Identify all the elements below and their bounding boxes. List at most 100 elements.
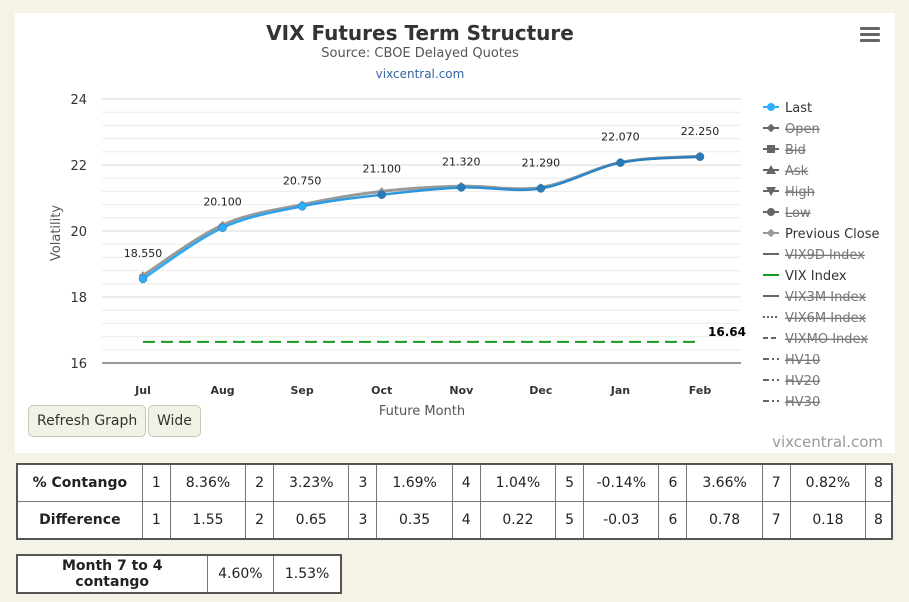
- month-contango-label: Month 7 to 4 contango: [16, 554, 208, 594]
- data-label: 20.750: [283, 174, 322, 187]
- month-index-cell: 1: [141, 463, 171, 502]
- data-label: 22.250: [681, 125, 720, 138]
- legend-symbol: [767, 145, 775, 153]
- last-marker: [695, 152, 705, 161]
- last-marker: [218, 223, 227, 232]
- last-marker: [457, 183, 466, 192]
- data-label: 21.320: [442, 155, 481, 168]
- last-marker: [536, 184, 546, 193]
- month-index-cell: 1: [141, 501, 171, 540]
- legend-item[interactable]: HV30: [785, 395, 820, 410]
- x-tick-label: Jul: [134, 384, 151, 397]
- legend-item[interactable]: Open: [785, 122, 820, 137]
- contango-row: % Contango 1 8.36% 2 3.23% 3 1.69% 4 1.04% 5 -0.14…: [16, 463, 893, 502]
- x-tick-label: Nov: [449, 384, 474, 397]
- month-contango-table: Month 7 to 4 contango 4.60% 1.53%: [16, 554, 342, 594]
- last-marker: [138, 274, 148, 284]
- y-tick-label: 18: [70, 291, 87, 306]
- month-index-cell: 6: [658, 463, 688, 502]
- month-index-cell: 5: [555, 501, 585, 540]
- hamburger-menu-icon[interactable]: [860, 25, 880, 45]
- value-cell: 0.35: [376, 501, 453, 540]
- value-cell: 3.23%: [273, 463, 350, 502]
- vix-index-label: 16.64: [708, 325, 746, 339]
- chart-panel: VIX Futures Term Structure Source: CBOE D…: [15, 13, 895, 453]
- month-index-cell: 3: [348, 463, 378, 502]
- legend-item[interactable]: Bid: [785, 143, 806, 158]
- legend-item[interactable]: Low: [785, 206, 811, 221]
- value-cell: 0.78: [686, 501, 763, 540]
- chart-title: VIX Futures Term Structure: [266, 21, 574, 45]
- data-label: 18.550: [124, 247, 163, 260]
- value-cell: 0.82%: [789, 463, 867, 502]
- month-index-cell: 8: [865, 501, 893, 540]
- y-tick-label: 22: [70, 159, 87, 174]
- value-cell: 1.55: [169, 501, 247, 540]
- value-cell: 1.69%: [376, 463, 453, 502]
- month-index-cell: 7: [761, 501, 791, 540]
- contango-table: % Contango 1 8.36% 2 3.23% 3 1.69% 4 1.04% 5 -0.14…: [16, 463, 893, 540]
- legend-item[interactable]: Last: [785, 101, 812, 116]
- legend-symbol: [766, 187, 776, 196]
- y-axis-title: Volatility: [49, 205, 64, 261]
- legend-item[interactable]: VIX Index: [785, 269, 847, 284]
- x-tick-label: Feb: [689, 384, 712, 397]
- month-index-cell: 3: [348, 501, 378, 540]
- legend-symbol: [766, 123, 776, 133]
- month-index-cell: 2: [245, 501, 275, 540]
- x-tick-label: Sep: [291, 384, 314, 397]
- x-axis-title: Future Month: [379, 404, 465, 419]
- value-cell: 0.18: [789, 501, 867, 540]
- x-tick-label: Jan: [610, 384, 630, 397]
- y-tick-label: 20: [70, 225, 87, 240]
- last-marker: [297, 202, 307, 211]
- credits-link: vixcentral.com: [772, 433, 883, 451]
- y-tick-label: 24: [70, 93, 87, 108]
- x-tick-label: Oct: [371, 384, 392, 397]
- value-cell: -0.14%: [583, 463, 660, 502]
- legend-symbol: [766, 228, 776, 238]
- x-tick-label: Aug: [210, 384, 234, 397]
- month-contango-value: 4.60%: [206, 554, 275, 594]
- month-index-cell: 7: [761, 463, 791, 502]
- month-index-cell: 6: [658, 501, 688, 540]
- legend-symbol: [767, 103, 775, 111]
- month-index-cell: 4: [451, 463, 481, 502]
- data-label: 20.100: [203, 196, 242, 209]
- legend-item[interactable]: HV20: [785, 374, 820, 389]
- month-index-cell: 5: [555, 463, 585, 502]
- last-marker: [616, 158, 625, 167]
- legend-item[interactable]: High: [785, 185, 815, 200]
- month-index-cell: 4: [451, 501, 481, 540]
- refresh-graph-button[interactable]: Refresh Graph: [28, 405, 147, 437]
- legend-item[interactable]: VIX6M Index: [785, 311, 866, 326]
- wide-button[interactable]: Wide: [148, 405, 201, 437]
- source-link: vixcentral.com: [376, 67, 465, 81]
- legend-item[interactable]: VIXMO Index: [785, 332, 868, 347]
- data-label: 21.290: [522, 156, 561, 169]
- legend-item[interactable]: VIX9D Index: [785, 248, 865, 263]
- value-cell: 0.65: [273, 501, 350, 540]
- legend-symbol: [766, 165, 776, 174]
- value-cell: 1.04%: [479, 463, 557, 502]
- legend-item[interactable]: VIX3M Index: [785, 290, 866, 305]
- chart-subtitle: Source: CBOE Delayed Quotes: [321, 46, 519, 61]
- legend-symbol: [767, 208, 775, 216]
- last-marker: [377, 190, 386, 199]
- y-tick-label: 16: [70, 357, 87, 372]
- value-cell: 8.36%: [169, 463, 247, 502]
- value-cell: 3.66%: [686, 463, 763, 502]
- row-label: Difference: [16, 501, 143, 540]
- legend-item[interactable]: Ask: [785, 164, 809, 179]
- data-label: 22.070: [601, 131, 640, 144]
- row-label: % Contango: [16, 463, 143, 502]
- legend-item[interactable]: HV10: [785, 353, 820, 368]
- month-index-cell: 8: [865, 463, 893, 502]
- contango-row: Difference 1 1.55 2 0.65 3 0.35 4 0.22 5 -0.03 6 0.7…: [16, 501, 893, 540]
- x-tick-label: Dec: [529, 384, 552, 397]
- legend-item[interactable]: Previous Close: [785, 227, 880, 242]
- month-index-cell: 2: [245, 463, 275, 502]
- data-label: 21.100: [362, 163, 401, 176]
- value-cell: -0.03: [583, 501, 660, 540]
